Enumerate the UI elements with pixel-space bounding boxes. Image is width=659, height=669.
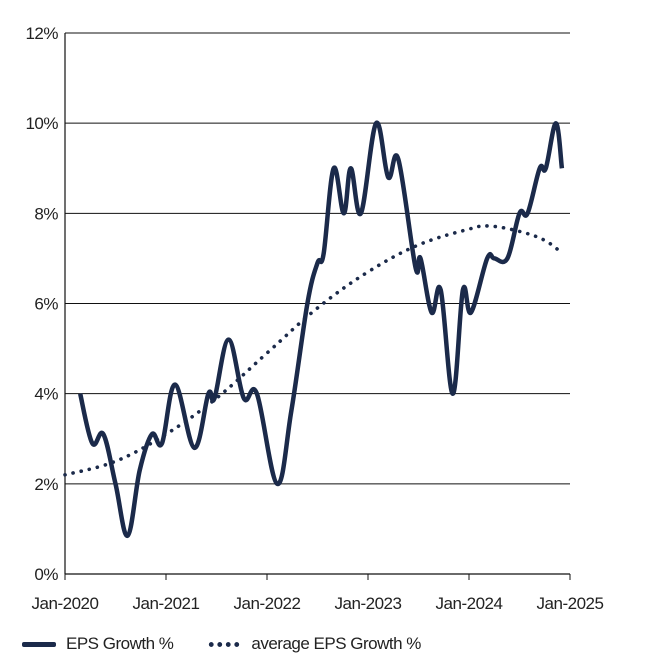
y-tick-label: 8% xyxy=(34,204,58,223)
axes xyxy=(64,33,570,575)
legend-item-average-eps-growth: average EPS Growth % xyxy=(207,634,421,654)
y-tick-label: 2% xyxy=(34,475,58,494)
y-tick-label: 12% xyxy=(25,24,58,43)
y-tick-label: 10% xyxy=(25,114,58,133)
legend-item-eps-growth: EPS Growth % xyxy=(22,634,174,654)
gridlines xyxy=(65,32,570,485)
legend-swatch-solid xyxy=(22,641,56,647)
series-line-average-eps-growth xyxy=(63,224,565,477)
x-axis-ticks: Jan-2020 Jan-2021 Jan-2022 Jan-2023 Jan-2024… xyxy=(32,574,604,613)
x-tick-label: Jan-2025 xyxy=(537,594,604,613)
series-line-eps-growth xyxy=(78,120,565,538)
y-axis-ticks: 0% 2% 4% 6% 8% 10% 12% xyxy=(25,24,58,584)
legend: EPS Growth % average EPS Growth % xyxy=(22,634,455,654)
x-tick-label: Jan-2023 xyxy=(335,594,402,613)
x-tick-label: Jan-2024 xyxy=(436,594,503,613)
legend-swatch-dotted xyxy=(207,641,242,647)
y-tick-label: 0% xyxy=(34,565,58,584)
legend-label-eps-growth: EPS Growth % xyxy=(66,634,174,653)
x-tick-label: Jan-2022 xyxy=(234,594,301,613)
y-tick-label: 4% xyxy=(34,385,58,404)
x-tick-label: Jan-2021 xyxy=(133,594,200,613)
y-tick-label: 6% xyxy=(34,295,58,314)
x-tick-label: Jan-2020 xyxy=(32,594,99,613)
legend-label-average-eps-growth: average EPS Growth % xyxy=(251,634,421,653)
